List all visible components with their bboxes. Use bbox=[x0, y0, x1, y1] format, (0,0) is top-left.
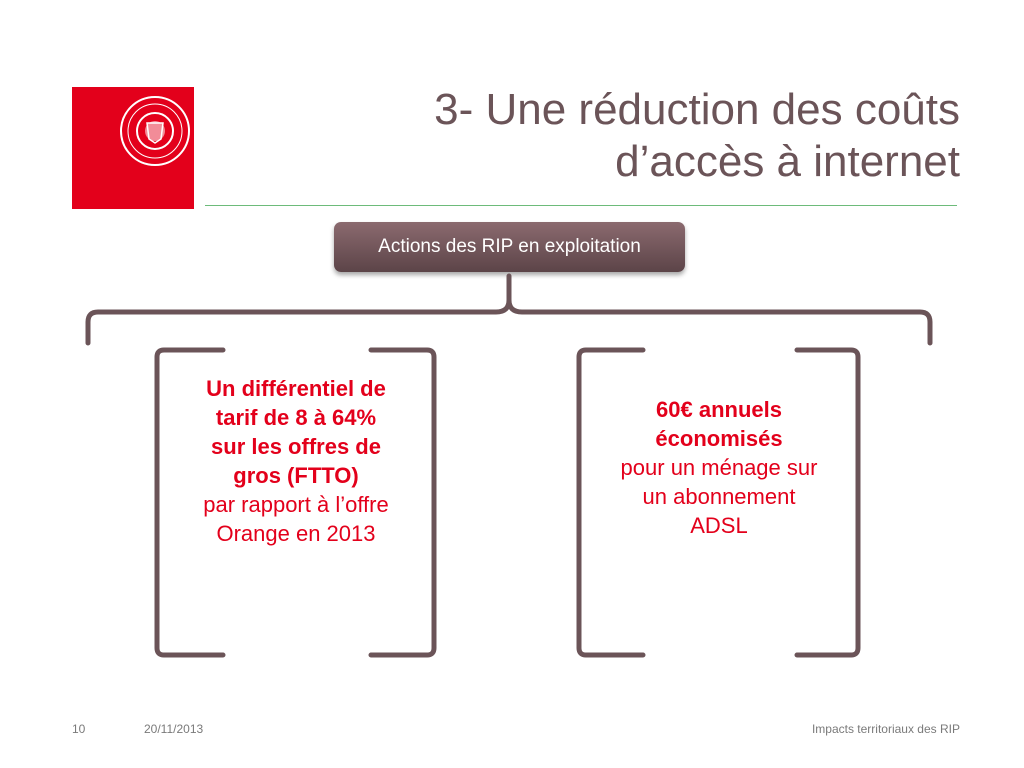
logo-text-depots: desDépôts bbox=[77, 271, 170, 292]
slide-date: 20/11/2013 bbox=[144, 722, 204, 736]
slide-title-line2: d’accès à internet bbox=[615, 137, 960, 186]
right-box-plain-line: pour un ménage sur bbox=[620, 455, 818, 480]
logo-text-caisse: Caisse bbox=[77, 249, 136, 270]
footer-title: Impacts territoriaux des RIP bbox=[811, 722, 960, 736]
right-box-bracket-right bbox=[794, 347, 861, 658]
left-box-bracket-left bbox=[154, 347, 226, 658]
left-box-strong-line: tarif de 8 à 64% bbox=[215, 405, 377, 430]
actions-header-box: Actions des RIP en exploitation bbox=[334, 222, 685, 272]
right-box-plain-line: ADSL bbox=[690, 513, 748, 538]
right-box-strong-line: 60€ annuels bbox=[656, 397, 782, 422]
slide-number: 10 bbox=[72, 722, 86, 736]
seal-icon bbox=[120, 96, 190, 166]
left-box-bracket-right bbox=[368, 347, 437, 658]
left-box-strong-line: sur les offres de bbox=[211, 434, 381, 459]
curly-brace bbox=[85, 273, 933, 346]
right-box-text: 60€ annuels économisés pour un ménage su… bbox=[586, 395, 852, 540]
right-box-strong-line: économisés bbox=[655, 426, 783, 451]
slide-title-line1: 3- Une réduction des coûts bbox=[434, 85, 960, 134]
left-box-strong-line: Un différentiel de bbox=[206, 376, 386, 401]
left-box-plain-line: par rapport à l’offre bbox=[203, 492, 389, 517]
left-box-plain-line: Orange en 2013 bbox=[216, 521, 376, 546]
left-box-text: Un différentiel de tarif de 8 à 64% sur … bbox=[168, 374, 424, 548]
right-box-plain-line: un abonnement bbox=[642, 484, 796, 509]
right-box-bracket-left bbox=[576, 347, 646, 658]
caisse-des-depots-logo: Caisse desDépôts bbox=[72, 87, 194, 292]
slide-title: 3- Une réduction des coûts d’accès à int… bbox=[434, 84, 960, 188]
left-box-strong-line: gros (FTTO) bbox=[233, 463, 359, 488]
title-underline bbox=[205, 205, 957, 206]
